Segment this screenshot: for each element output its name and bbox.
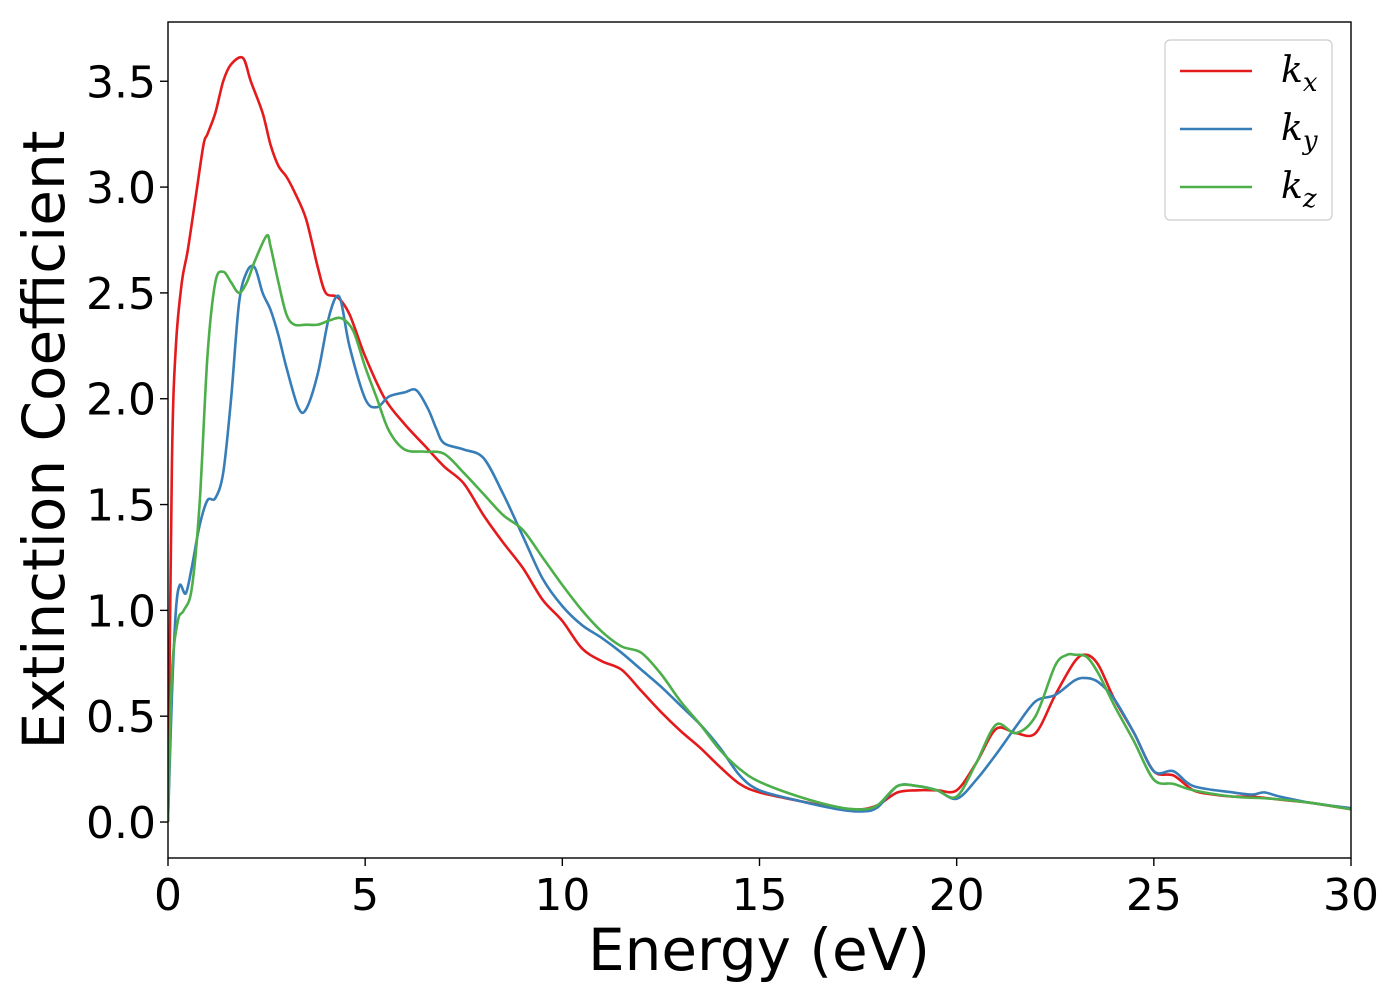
x-tick-label: 5 bbox=[351, 870, 379, 921]
x-axis-title: Energy (eV) bbox=[588, 916, 930, 984]
y-tick-label: 0.5 bbox=[86, 692, 156, 743]
legend-entry-y: ky bbox=[1180, 108, 1318, 156]
x-tick-label: 0 bbox=[154, 870, 182, 921]
legend-label: ky bbox=[1281, 108, 1318, 156]
x-tick-label: 15 bbox=[732, 870, 788, 921]
x-tick-label: 20 bbox=[929, 870, 985, 921]
legend-label: kx bbox=[1281, 50, 1318, 98]
y-tick-label: 1.0 bbox=[86, 586, 156, 637]
x-tick-label: 30 bbox=[1323, 870, 1379, 921]
y-tick-label: 0.0 bbox=[86, 798, 156, 849]
y-tick-label: 2.5 bbox=[86, 269, 156, 320]
y-tick-label: 3.0 bbox=[86, 163, 156, 214]
series-line-x bbox=[168, 56, 1351, 823]
y-tick-label: 1.5 bbox=[86, 481, 156, 532]
y-axis-ticks: 0.0 0.5 1.0 1.5 2.0 2.5 3.0 3.5 bbox=[86, 57, 168, 849]
legend: kx ky kz bbox=[1164, 39, 1333, 221]
series-layer bbox=[168, 56, 1351, 823]
x-axis-ticks: 0 5 10 15 20 25 30 bbox=[154, 858, 1379, 921]
x-tick-label: 10 bbox=[534, 870, 590, 921]
legend-entry-z: kz bbox=[1180, 166, 1317, 214]
series-line-z bbox=[168, 233, 1351, 823]
legend-entry-x: kx bbox=[1180, 50, 1318, 98]
legend-label: kz bbox=[1281, 166, 1317, 214]
x-tick-label: 25 bbox=[1126, 870, 1182, 921]
series-line-y bbox=[168, 264, 1351, 823]
y-tick-label: 3.5 bbox=[86, 57, 156, 108]
y-axis-title: Extinction Coefficient bbox=[10, 131, 78, 750]
y-tick-label: 2.0 bbox=[86, 375, 156, 426]
